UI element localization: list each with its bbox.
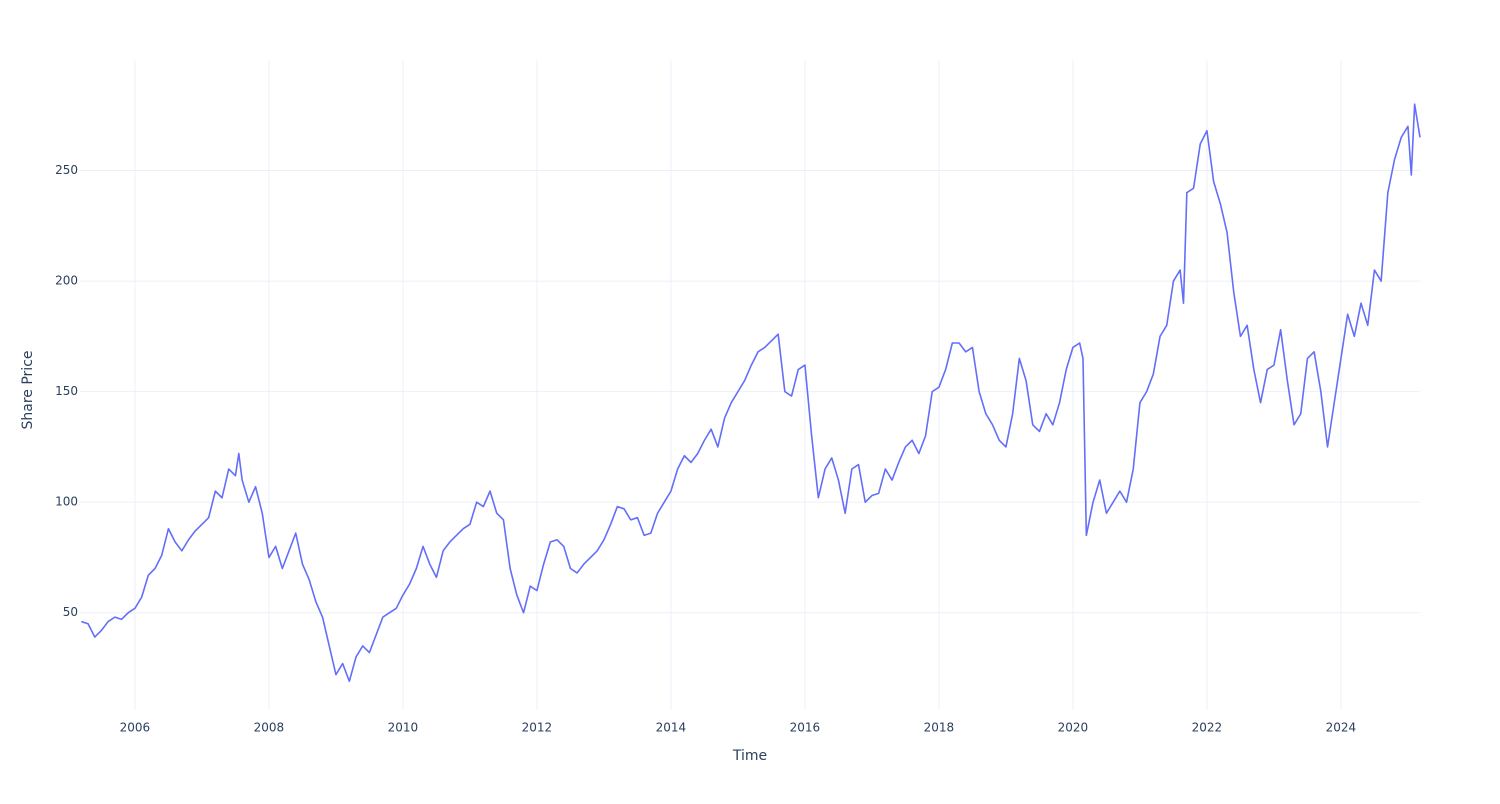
y-axis-title: Share Price: [20, 350, 36, 429]
x-tick-label: 2016: [790, 721, 821, 735]
x-tick-label: 2012: [522, 721, 553, 735]
x-tick-label: 2024: [1326, 721, 1357, 735]
x-tick-label: 2008: [254, 721, 285, 735]
y-tick-label: 150: [55, 384, 78, 398]
y-tick-label: 50: [63, 605, 78, 619]
x-tick-label: 2018: [924, 721, 955, 735]
x-tick-label: 2020: [1058, 721, 1089, 735]
y-tick-label: 100: [55, 495, 78, 509]
y-tick-label: 250: [55, 163, 78, 177]
x-tick-label: 2006: [120, 721, 151, 735]
x-tick-label: 2010: [388, 721, 419, 735]
x-tick-label: 2022: [1192, 721, 1223, 735]
x-axis-title: Time: [732, 748, 767, 764]
x-tick-label: 2014: [656, 721, 687, 735]
y-tick-label: 200: [55, 274, 78, 288]
price-line: [81, 103, 1421, 683]
